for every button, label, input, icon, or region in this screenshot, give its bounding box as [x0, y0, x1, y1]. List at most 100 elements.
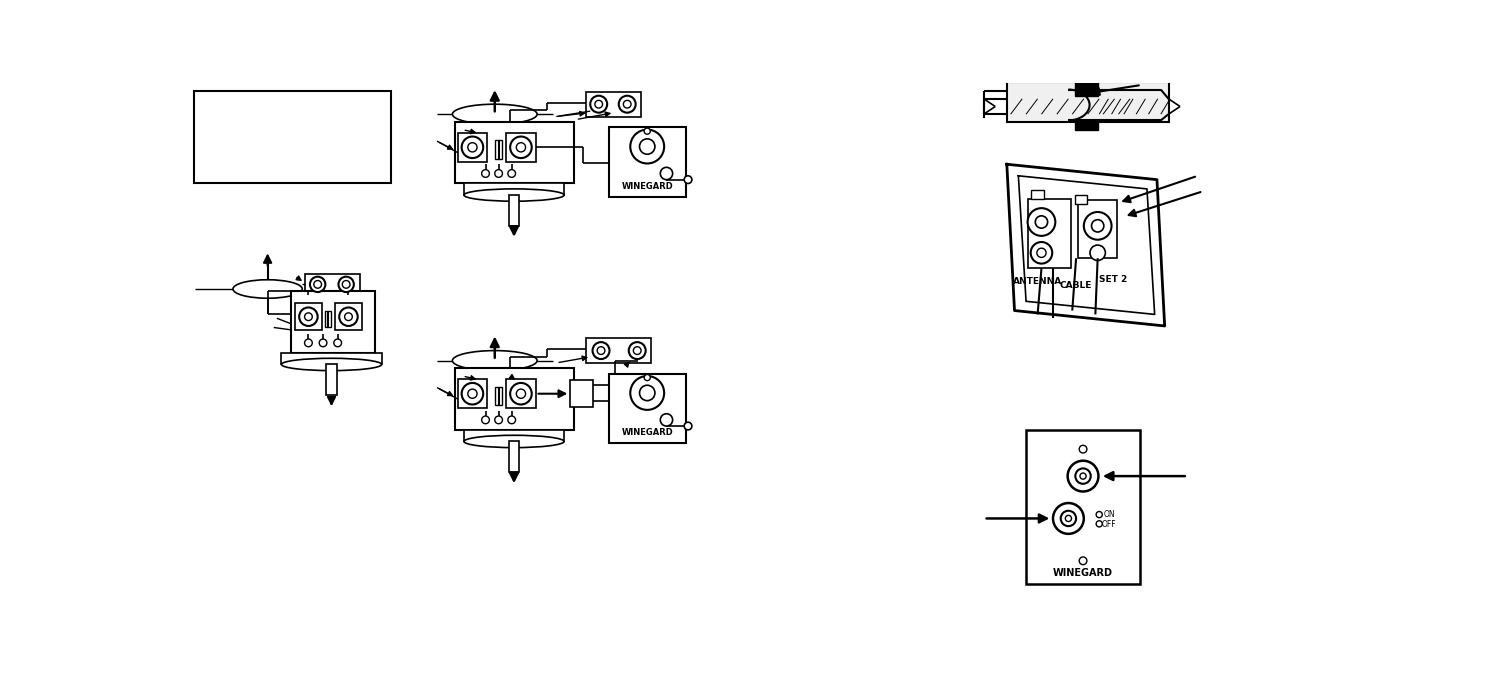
Ellipse shape: [281, 359, 381, 370]
Circle shape: [619, 96, 635, 113]
Circle shape: [468, 389, 477, 398]
Circle shape: [1091, 220, 1103, 232]
Circle shape: [685, 422, 692, 430]
Bar: [1006, 82, 1169, 122]
Circle shape: [644, 375, 650, 381]
Text: ANTENNA: ANTENNA: [1014, 277, 1063, 286]
Circle shape: [1079, 473, 1087, 479]
Ellipse shape: [453, 104, 537, 124]
Bar: [1032, 190, 1044, 199]
Circle shape: [516, 389, 526, 398]
Circle shape: [1075, 468, 1091, 484]
Ellipse shape: [463, 435, 564, 448]
Bar: [507, 379, 535, 409]
Circle shape: [481, 170, 489, 177]
Bar: [194, 91, 390, 183]
Bar: [1075, 81, 1097, 97]
Circle shape: [495, 170, 502, 177]
Circle shape: [462, 136, 483, 158]
Bar: [305, 274, 360, 295]
Circle shape: [1052, 503, 1084, 534]
Bar: [457, 133, 487, 162]
Circle shape: [320, 339, 327, 347]
Circle shape: [510, 136, 532, 158]
Circle shape: [333, 339, 341, 347]
Circle shape: [634, 347, 641, 354]
Circle shape: [508, 170, 516, 177]
Bar: [463, 183, 564, 195]
Circle shape: [591, 96, 607, 113]
Bar: [296, 303, 323, 330]
Circle shape: [305, 339, 312, 347]
Circle shape: [644, 128, 650, 134]
Circle shape: [510, 383, 532, 404]
Bar: [324, 311, 330, 327]
Circle shape: [1067, 461, 1099, 491]
Circle shape: [1030, 242, 1052, 263]
Circle shape: [597, 347, 605, 354]
Circle shape: [1096, 521, 1102, 527]
Circle shape: [631, 129, 664, 163]
Circle shape: [508, 416, 516, 424]
Circle shape: [339, 307, 357, 326]
Text: ON
OFF: ON OFF: [1102, 509, 1117, 529]
Bar: [281, 353, 381, 364]
Ellipse shape: [233, 280, 302, 298]
Circle shape: [631, 376, 664, 410]
Bar: [454, 122, 574, 183]
Text: WINEGARD: WINEGARD: [1052, 568, 1114, 578]
Circle shape: [640, 385, 655, 400]
Bar: [586, 92, 641, 117]
Bar: [507, 133, 535, 162]
Ellipse shape: [453, 350, 537, 370]
Circle shape: [468, 142, 477, 152]
Circle shape: [1066, 516, 1072, 521]
Circle shape: [1061, 511, 1076, 526]
Bar: [508, 195, 519, 226]
Bar: [290, 291, 375, 353]
Circle shape: [462, 383, 483, 404]
Bar: [326, 364, 336, 395]
Circle shape: [595, 100, 602, 108]
Ellipse shape: [463, 189, 564, 202]
Circle shape: [305, 313, 312, 320]
Circle shape: [495, 416, 502, 424]
Bar: [495, 387, 502, 405]
Bar: [454, 368, 574, 430]
Bar: [457, 379, 487, 409]
Circle shape: [1090, 245, 1105, 261]
Bar: [608, 127, 686, 197]
Circle shape: [640, 139, 655, 154]
Circle shape: [345, 313, 353, 320]
Circle shape: [1084, 212, 1111, 240]
Bar: [508, 441, 519, 472]
Circle shape: [1079, 445, 1087, 453]
Bar: [608, 374, 686, 443]
Bar: [495, 140, 502, 159]
Circle shape: [481, 416, 489, 424]
Circle shape: [661, 167, 673, 179]
Circle shape: [299, 307, 317, 326]
Bar: [1026, 430, 1141, 584]
Circle shape: [629, 342, 646, 359]
Circle shape: [1027, 208, 1055, 236]
Text: SET 2: SET 2: [1099, 275, 1127, 284]
Circle shape: [342, 281, 350, 288]
Bar: [1075, 120, 1097, 129]
Circle shape: [623, 100, 631, 108]
Bar: [1078, 200, 1117, 258]
Circle shape: [1038, 248, 1046, 257]
Text: WINEGARD: WINEGARD: [622, 429, 673, 437]
Circle shape: [314, 281, 321, 288]
Bar: [1075, 195, 1087, 204]
Text: CABLE: CABLE: [1060, 281, 1093, 291]
Circle shape: [338, 277, 354, 292]
Circle shape: [309, 277, 326, 292]
Bar: [586, 338, 652, 363]
Bar: [570, 380, 594, 407]
Circle shape: [592, 342, 610, 359]
Circle shape: [1096, 512, 1102, 518]
Bar: [463, 430, 564, 441]
Text: WINEGARD: WINEGARD: [622, 182, 673, 191]
Circle shape: [1036, 216, 1048, 228]
